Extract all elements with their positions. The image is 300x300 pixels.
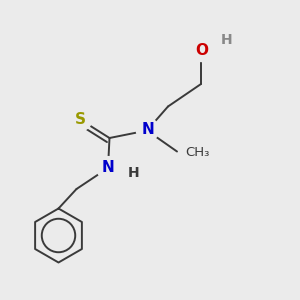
Circle shape [69,108,92,131]
Text: N: N [141,122,154,137]
Text: CH₃: CH₃ [185,146,210,160]
Circle shape [97,157,119,179]
Text: N: N [102,160,114,175]
Text: S: S [75,112,86,127]
Text: H: H [221,34,232,47]
Circle shape [136,118,159,141]
Circle shape [190,39,213,62]
Text: O: O [195,43,208,58]
Text: H: H [128,167,139,180]
